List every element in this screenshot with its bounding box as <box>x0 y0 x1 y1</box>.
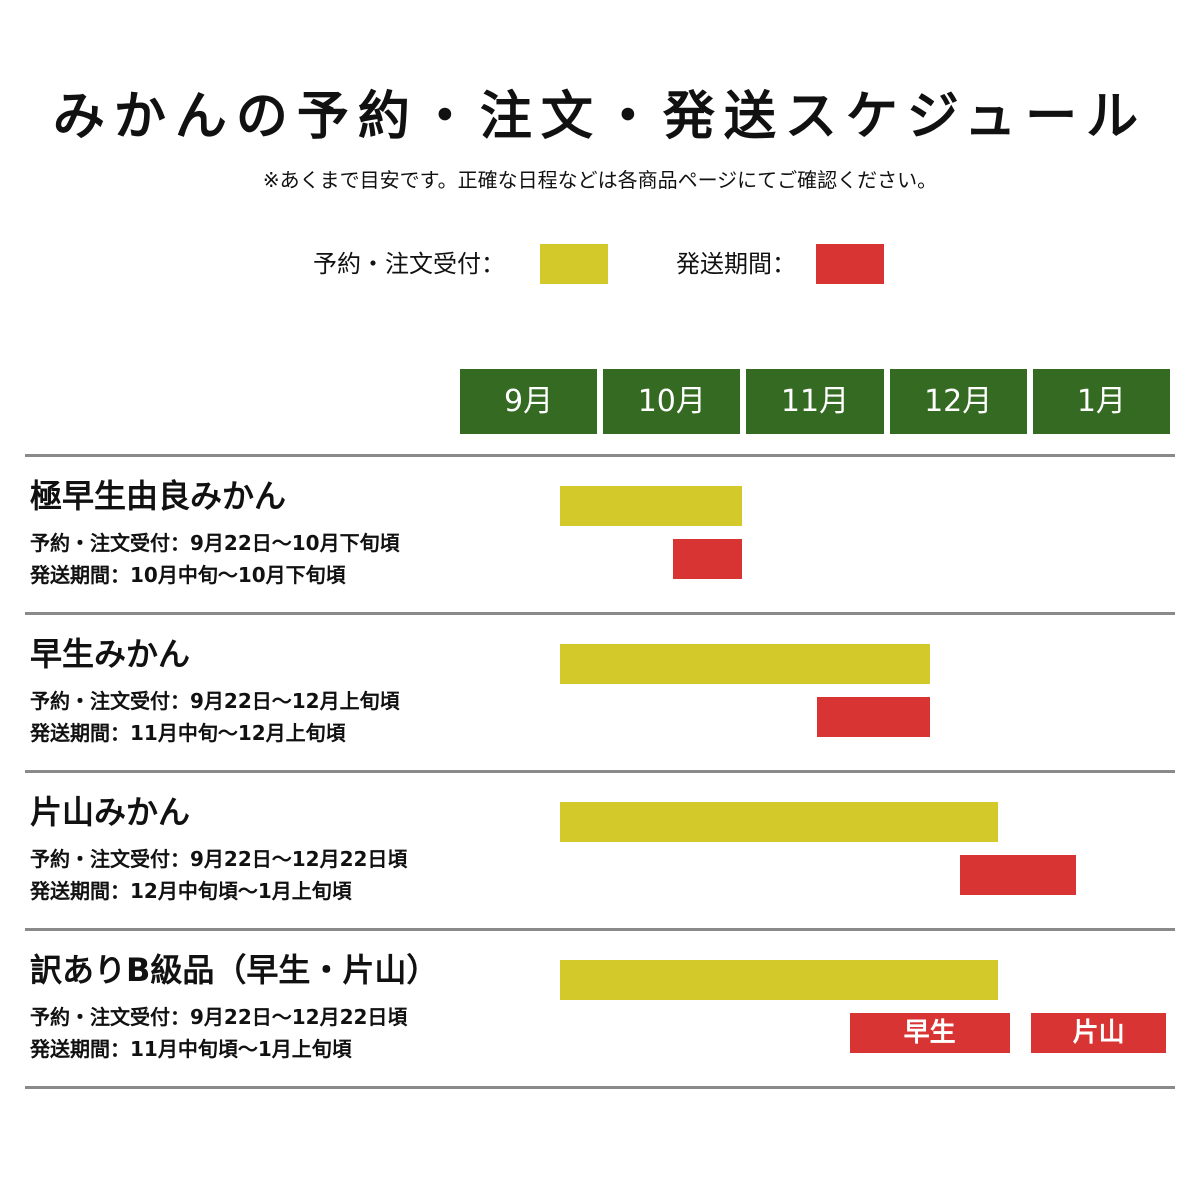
month-header: 1月 <box>1032 369 1170 434</box>
row-ship-period-text: 発送期間：11月中旬頃〜1月上旬頃 <box>30 1037 352 1061</box>
legend-ship-label: 発送期間： <box>676 250 796 278</box>
row-divider <box>25 770 1175 773</box>
month-header: 12月 <box>889 369 1027 434</box>
row-ship-period-text: 発送期間：11月中旬〜12月上旬頃 <box>30 721 346 745</box>
row-product-name: 片山みかん <box>30 793 191 831</box>
legend-ship-swatch <box>816 244 884 284</box>
ship-period-bar <box>959 855 1076 895</box>
row-order-period-text: 予約・注文受付：9月22日〜10月下旬頃 <box>30 531 400 555</box>
row-ship-period-text: 発送期間：10月中旬〜10月下旬頃 <box>30 563 346 587</box>
row-product-name: 早生みかん <box>30 635 191 673</box>
ship-period-bar: 片山 <box>1031 1013 1166 1053</box>
month-header: 11月 <box>746 369 884 434</box>
order-period-bar <box>560 486 743 526</box>
row-divider <box>25 454 1175 457</box>
row-divider <box>25 612 1175 615</box>
row-product-name: 訳ありB級品（早生・片山） <box>30 951 439 989</box>
order-period-bar <box>560 960 999 1000</box>
row-product-name: 極早生由良みかん <box>30 477 287 515</box>
ship-period-bar <box>816 697 930 737</box>
month-header: 9月 <box>460 369 598 434</box>
ship-period-bar <box>673 539 743 579</box>
row-divider <box>25 928 1175 931</box>
row-divider <box>25 1086 1175 1089</box>
row-order-period-text: 予約・注文受付：9月22日〜12月上旬頃 <box>30 689 400 713</box>
row-ship-period-text: 発送期間：12月中旬頃〜1月上旬頃 <box>30 879 352 903</box>
legend-order-label: 予約・注文受付： <box>313 250 505 278</box>
page-subtitle: ※あくまで目安です。正確な日程などは各商品ページにてご確認ください。 <box>262 168 938 192</box>
ship-period-bar: 早生 <box>849 1013 1010 1053</box>
row-order-period-text: 予約・注文受付：9月22日〜12月22日頃 <box>30 847 408 871</box>
page-title: みかんの予約・注文・発送スケジュール <box>52 87 1148 147</box>
order-period-bar <box>560 644 930 684</box>
row-order-period-text: 予約・注文受付：9月22日〜12月22日頃 <box>30 1005 408 1029</box>
legend-order-swatch <box>540 244 608 284</box>
order-period-bar <box>560 802 999 842</box>
month-header: 10月 <box>603 369 741 434</box>
